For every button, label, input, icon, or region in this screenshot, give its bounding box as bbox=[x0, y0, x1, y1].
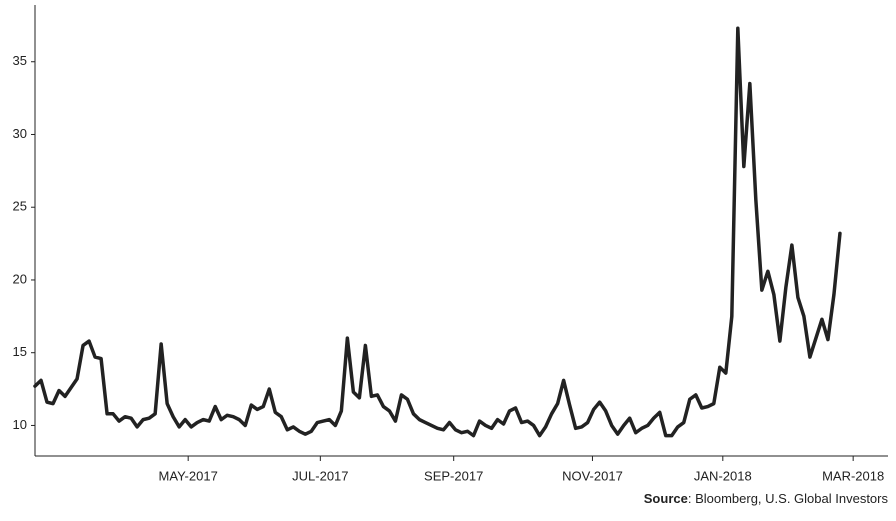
source: Source: Bloomberg, U.S. Global Investors bbox=[644, 491, 889, 506]
y-tick-label: 10 bbox=[13, 417, 27, 432]
y-tick-label: 35 bbox=[13, 53, 27, 68]
source-label: Source bbox=[644, 491, 688, 506]
x-tick-label: JUL-2017 bbox=[292, 468, 348, 483]
line-series bbox=[33, 26, 842, 438]
x-tick-label: NOV-2017 bbox=[562, 468, 623, 483]
y-tick-label: 30 bbox=[13, 126, 27, 141]
x-tick-label: JAN-2018 bbox=[694, 468, 752, 483]
y-tick-label: 20 bbox=[13, 271, 27, 286]
y-tick-label: 15 bbox=[13, 344, 27, 359]
y-tick-label: 25 bbox=[13, 199, 27, 214]
source-text: : Bloomberg, U.S. Global Investors bbox=[688, 491, 889, 506]
x-tick-label: MAR-2018 bbox=[822, 468, 884, 483]
x-tick-label: SEP-2017 bbox=[424, 468, 483, 483]
x-tick-label: MAY-2017 bbox=[159, 468, 218, 483]
